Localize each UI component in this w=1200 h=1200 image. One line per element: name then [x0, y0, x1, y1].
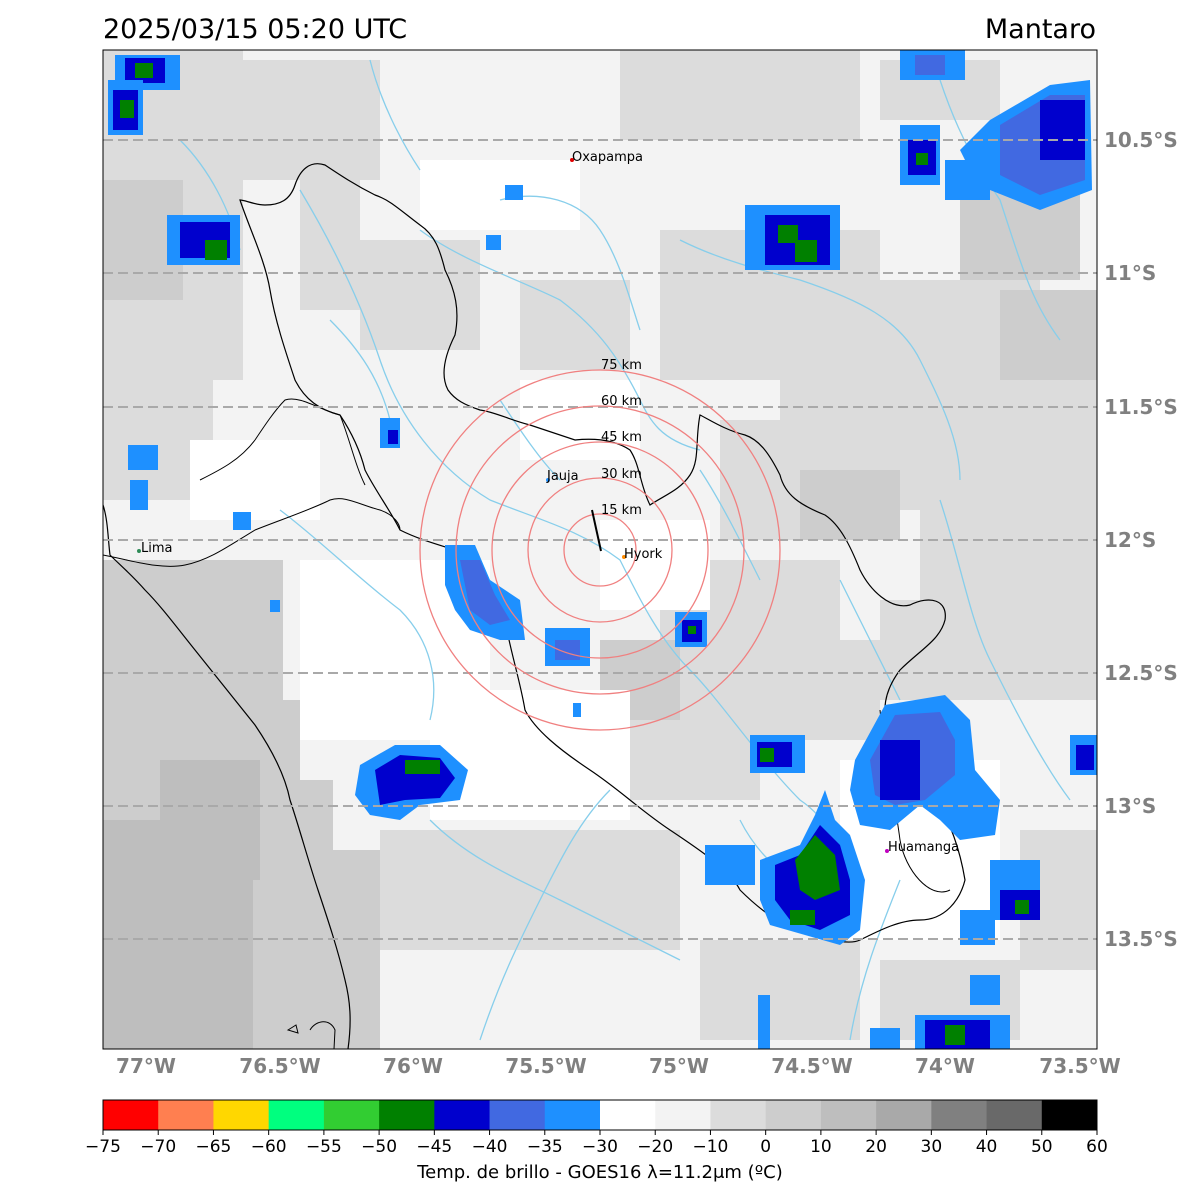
colorbar-swatch [820, 1100, 877, 1130]
colorbar-tick-label: −70 [140, 1137, 176, 1157]
colorbar-swatch [489, 1100, 546, 1130]
colorbar-tick-label: 20 [865, 1137, 887, 1157]
map-region-title: Mantaro [984, 14, 1096, 45]
town-oxapampa: Oxapampa [572, 150, 643, 165]
coastline-islet [286, 1024, 299, 1034]
jauja-marker [546, 478, 550, 482]
colorbar-tick-label: −35 [527, 1137, 563, 1157]
colorbar-tick-label: 10 [810, 1137, 832, 1157]
colorbar-swatch [158, 1100, 214, 1130]
colorbar-swatch [986, 1100, 1043, 1130]
colorbar-swatch [765, 1100, 822, 1130]
colorbar-swatch [710, 1100, 767, 1130]
lat-label: 13.5°S [1104, 927, 1178, 951]
colorbar-tick-label: 50 [1031, 1137, 1053, 1157]
ring-label-45km: 45 km [601, 430, 642, 445]
colorbar-swatch [544, 1100, 601, 1130]
colorbar-label: Temp. de brillo - GOES16 λ=11.2μm (ºC) [417, 1162, 783, 1183]
colorbar-swatch [1041, 1100, 1098, 1130]
colorbar-swatch [213, 1100, 270, 1130]
lon-label: 75.5°W [505, 1054, 586, 1078]
colorbar-tick-label: −60 [251, 1137, 287, 1157]
colorbar-tick-label: −45 [416, 1137, 452, 1157]
latitude-gridlines [103, 139, 1097, 940]
town-huamanga: Huamanga [888, 840, 959, 855]
colorbar-tick-label: 60 [1086, 1137, 1108, 1157]
coastline [103, 504, 351, 1049]
huamanga-marker [885, 849, 889, 853]
lat-label: 12°S [1104, 528, 1156, 552]
colorbar-tick-label: −10 [692, 1137, 728, 1157]
lat-label: 10.5°S [1104, 128, 1178, 152]
coastline-islet-2 [309, 1021, 336, 1049]
map-frame [102, 49, 1098, 1050]
lon-label: 76°W [383, 1054, 443, 1078]
colorbar-swatch [434, 1100, 491, 1130]
lon-label: 73.5°W [1039, 1054, 1120, 1078]
colorbar-tick-label: −55 [306, 1137, 342, 1157]
lima-marker [137, 549, 141, 553]
colorbar-swatch [655, 1100, 711, 1130]
ring-label-75km: 75 km [601, 358, 642, 373]
temperature-colorbar: −75 −70 −65 −60 −55 −50 −45 −40 −35 −30 −20 −10 0 10 2… [85, 1099, 1108, 1157]
lon-label: 74.5°W [771, 1054, 852, 1078]
colorbar-tick-label: 0 [760, 1137, 771, 1157]
colorbar-swatch [103, 1100, 159, 1130]
colorbar-tick-label: −65 [195, 1137, 231, 1157]
town-lima: Lima [141, 541, 172, 556]
colorbar-tick-label: −20 [637, 1137, 673, 1157]
longitude-labels: 77°W 76.5°W 76°W 75.5°W 75°W 74.5°W 74°W… [116, 1054, 1121, 1078]
ring-label-60km: 60 km [601, 394, 642, 409]
town-jauja: Jauja [546, 469, 579, 484]
map-panel: 15 km 30 km 45 km 60 km 75 km Oxapampa J… [103, 50, 1097, 1049]
colorbar-swatch [600, 1100, 656, 1130]
radar-beam-line [591, 509, 602, 552]
lat-label: 11.5°S [1104, 395, 1178, 419]
colorbar-swatch [323, 1100, 380, 1130]
colorbar-tick-label: 30 [921, 1137, 943, 1157]
hyork-marker [622, 555, 626, 559]
colorbar-swatch [379, 1100, 435, 1130]
town-hyork: Hyork [624, 547, 663, 562]
lon-label: 74°W [915, 1054, 975, 1078]
lon-label: 76.5°W [239, 1054, 320, 1078]
ring-label-30km: 30 km [601, 467, 642, 482]
colorbar-swatch [876, 1100, 932, 1130]
colorbar-swatch [931, 1100, 988, 1130]
colorbar-tick-label: −30 [582, 1137, 618, 1157]
ring-label-15km: 15 km [601, 503, 642, 518]
convective-cells [108, 50, 1097, 1049]
lat-label: 13°S [1104, 794, 1156, 818]
colorbar-swatch [268, 1100, 325, 1130]
colorbar-tick-label: −40 [472, 1137, 508, 1157]
range-rings [419, 369, 781, 731]
lon-label: 77°W [116, 1054, 176, 1078]
colorbar-tick-label: 40 [976, 1137, 998, 1157]
lat-label: 12.5°S [1104, 661, 1178, 685]
colorbar-tick-label: −75 [85, 1137, 121, 1157]
oxapampa-marker [570, 158, 574, 162]
colorbar-tick-label: −50 [361, 1137, 397, 1157]
cloud-field-dark [103, 760, 260, 1049]
latitude-labels: 10.5°S 11°S 11.5°S 12°S 12.5°S 13°S 13.5… [1104, 128, 1178, 951]
lon-label: 75°W [649, 1054, 709, 1078]
map-datetime-title: 2025/03/15 05:20 UTC [103, 14, 408, 45]
lat-label: 11°S [1104, 261, 1156, 285]
rivers [179, 59, 1071, 1041]
